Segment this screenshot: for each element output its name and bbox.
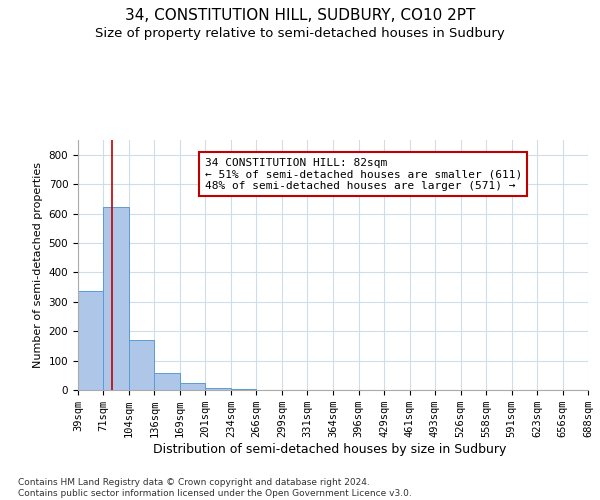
Bar — [103, 207, 129, 390]
Bar — [154, 373, 180, 390]
Bar — [231, 389, 256, 390]
Text: 34 CONSTITUTION HILL: 82sqm
← 51% of semi-detached houses are smaller (611)
48% : 34 CONSTITUTION HILL: 82sqm ← 51% of sem… — [205, 158, 522, 191]
Text: Size of property relative to semi-detached houses in Sudbury: Size of property relative to semi-detach… — [95, 28, 505, 40]
Bar — [78, 292, 103, 390]
Text: 34, CONSTITUTION HILL, SUDBURY, CO10 2PT: 34, CONSTITUTION HILL, SUDBURY, CO10 2PT — [125, 8, 475, 22]
Y-axis label: Number of semi-detached properties: Number of semi-detached properties — [33, 162, 43, 368]
Text: Distribution of semi-detached houses by size in Sudbury: Distribution of semi-detached houses by … — [154, 442, 506, 456]
Text: Contains HM Land Registry data © Crown copyright and database right 2024.
Contai: Contains HM Land Registry data © Crown c… — [18, 478, 412, 498]
Bar — [205, 388, 231, 390]
Bar — [129, 340, 154, 390]
Bar — [180, 383, 205, 390]
